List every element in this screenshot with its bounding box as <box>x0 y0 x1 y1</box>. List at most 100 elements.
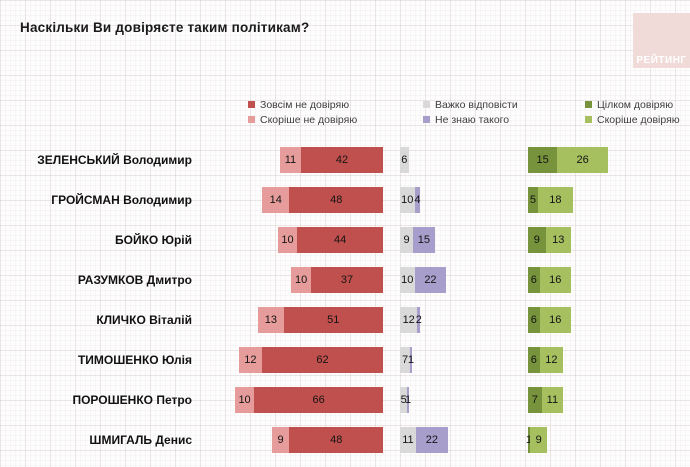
bar-segment: 6 <box>528 267 540 293</box>
bar-value-label: 10 <box>295 274 308 286</box>
bar-value-label: 26 <box>576 154 589 166</box>
bar-segment: 12 <box>539 347 564 373</box>
bar-segment: 22 <box>414 267 447 293</box>
bar-group-neg: 10 66 <box>234 387 383 413</box>
chart-row: ПОРОШЕНКО Петро 10 66 5 1 7 11 <box>0 387 690 413</box>
bar-segment: 10 <box>291 267 311 293</box>
bar-group-neg: 10 44 <box>277 227 383 253</box>
bar-value-label: 6 <box>530 314 537 326</box>
chart-row: РАЗУМКОВ Дмитро 10 37 10 22 6 16 <box>0 267 690 293</box>
bar-value-label: 4 <box>414 194 421 206</box>
bar-segment: 13 <box>258 307 284 333</box>
category-label: КЛИЧКО Віталій <box>96 313 192 327</box>
bar-segment: 7 <box>400 347 411 373</box>
bar-value-label: 7 <box>531 394 538 406</box>
bar-group-neg: 13 51 <box>258 307 383 333</box>
category-label: РАЗУМКОВ Дмитро <box>77 273 192 287</box>
legend-label: Важко відповісти <box>435 98 518 111</box>
bar-value-label: 1 <box>407 354 414 366</box>
bar-group-mid: 11 22 <box>400 427 448 453</box>
bar-value-label: 10 <box>401 274 414 286</box>
bar-value-label: 9 <box>533 234 540 246</box>
bar-group-pos: 9 13 <box>528 227 571 253</box>
bar-segment: 10 <box>400 187 415 213</box>
bar-group-mid: 10 4 <box>400 187 420 213</box>
chart-title: Наскільки Ви довіряєте таким політикам? <box>20 20 310 35</box>
bar-segment: 48 <box>289 187 383 213</box>
bar-segment: 12 <box>238 347 263 373</box>
bar-group-pos: 19 <box>526 427 548 453</box>
chart-row: БОЙКО Юрій 10 44 9 15 9 13 <box>0 227 690 253</box>
bar-segment: 11 <box>541 387 564 413</box>
bar-value-label: 11 <box>546 394 559 406</box>
bar-segment: 10 <box>234 387 255 413</box>
category-label: ЗЕЛЕНСЬКИЙ Володимир <box>37 153 192 167</box>
category-label: ТИМОШЕНКО Юлія <box>77 353 192 367</box>
bar-value-label: 15 <box>536 154 549 166</box>
bar-value-label: 2 <box>415 314 422 326</box>
legend-column-negative: Зовсім не довіряю Скоріше не довіряю <box>248 97 357 127</box>
bar-segment: 13 <box>545 227 571 253</box>
legend-swatch-dark-green <box>585 101 592 108</box>
bar-segment: 6 <box>528 347 540 373</box>
bar-value-label: 16 <box>549 274 562 286</box>
rating-logo: РЕЙТИНГ <box>633 13 690 68</box>
bar-group-pos: 15 26 <box>528 147 608 173</box>
bar-value-label: 10 <box>401 194 414 206</box>
bar-value-label: 6 <box>530 274 537 286</box>
bar-segment: 44 <box>297 227 383 253</box>
bar-segment: 66 <box>254 387 383 413</box>
bar-value-label: 10 <box>238 394 251 406</box>
bar-group-pos: 5 18 <box>528 187 573 213</box>
chart-row: КЛИЧКО Віталій 13 51 12 2 6 16 <box>0 307 690 333</box>
bar-segment: 15 <box>528 147 558 173</box>
bar-value-label: 22 <box>425 434 438 446</box>
bar-value-label: 22 <box>424 274 437 286</box>
category-label: ГРОЙСМАН Володимир <box>51 193 192 207</box>
chart-row: ЗЕЛЕНСЬКИЙ Володимир 11 42 6 15 26 <box>0 147 690 173</box>
bar-value-label: 42 <box>335 154 349 166</box>
bar-segment: 11 <box>279 147 302 173</box>
bar-segment: 11 <box>400 427 416 453</box>
bar-value-label: 5 <box>400 394 407 406</box>
legend-column-positive: Цілком довіряю Скоріше довіряю <box>585 97 680 127</box>
bar-segment: 15 <box>413 227 435 253</box>
bar-segment: 10 <box>277 227 298 253</box>
legend-swatch-purple <box>423 116 430 123</box>
bar-segment: 10 <box>400 267 415 293</box>
bar-value-label: 11 <box>284 154 297 166</box>
bar-group-pos: 6 16 <box>528 307 571 333</box>
legend-label: Цілком довіряю <box>597 98 674 111</box>
chart-row: ШМИГАЛЬ Денис948112219 <box>0 427 690 453</box>
bar-group-mid: 10 22 <box>400 267 447 293</box>
bar-segment: 1 <box>526 427 532 453</box>
bar-value-label: 1 <box>526 434 532 446</box>
legend-item: Цілком довіряю <box>585 97 680 112</box>
bar-segment: 12 <box>400 307 418 333</box>
legend-column-neutral: Важко відповісти Не знаю такого <box>423 97 518 127</box>
bar-value-label: 12 <box>545 354 558 366</box>
bar-segment: 5 <box>528 187 538 213</box>
bar-segment: 9 <box>271 427 290 453</box>
bar-segment: 9 <box>529 427 548 453</box>
bar-segment: 42 <box>301 147 383 173</box>
bar-segment: 1 <box>407 347 414 373</box>
bar-value-label: 7 <box>402 354 409 366</box>
bar-segment: 37 <box>310 267 383 293</box>
category-label: БОЙКО Юрій <box>115 233 192 247</box>
bar-group-neg: 9 48 <box>271 427 383 453</box>
bar-group-mid: 6 <box>400 147 409 173</box>
category-label: ПОРОШЕНКО Петро <box>72 393 192 407</box>
bar-value-label: 44 <box>333 234 347 246</box>
bar-group-neg: 14 48 <box>262 187 383 213</box>
legend-swatch-pink <box>248 116 255 123</box>
bar-segment: 62 <box>262 347 383 373</box>
bar-value-label: 11 <box>402 434 414 446</box>
bar-segment: 26 <box>557 147 608 173</box>
bar-segment: 22 <box>415 427 448 453</box>
legend-label: Зовсім не довіряю <box>260 98 350 111</box>
bar-group-mid: 12 2 <box>400 307 422 333</box>
